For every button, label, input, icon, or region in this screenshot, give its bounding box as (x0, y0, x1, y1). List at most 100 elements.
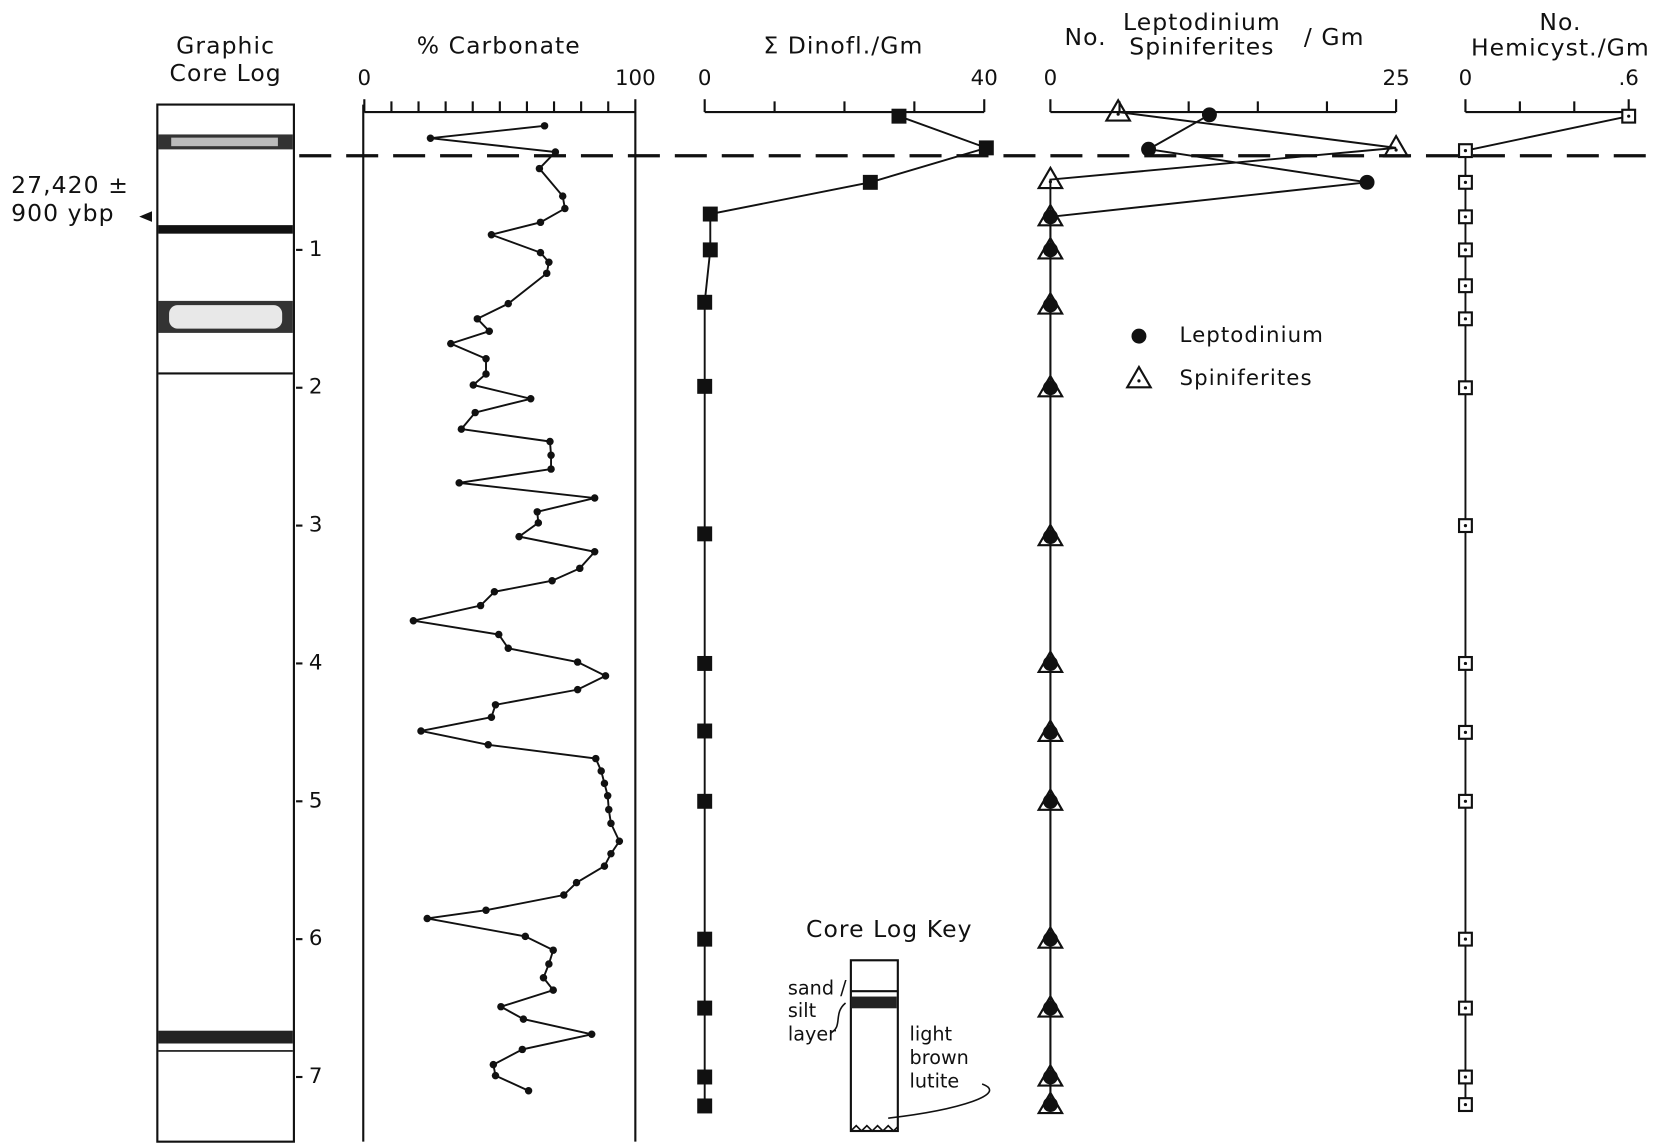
data-point (1459, 381, 1472, 394)
data-point (697, 295, 712, 310)
y-tick-label: 2 (309, 375, 323, 400)
marker-part (560, 891, 567, 898)
marker-part (1049, 1009, 1052, 1012)
key-title: Core Log Key (806, 915, 973, 943)
data-point (1127, 367, 1150, 387)
data-point (591, 548, 598, 555)
marker-part (1049, 537, 1052, 540)
marker-part (505, 300, 512, 307)
marker-part (607, 850, 614, 857)
marker-part (423, 915, 430, 922)
marker-part (458, 425, 465, 432)
data-point (1043, 529, 1058, 544)
data-point (541, 122, 548, 129)
marker-part (537, 219, 544, 226)
marker-part (591, 548, 598, 555)
marker-part (525, 1087, 532, 1094)
marker-part (1043, 725, 1058, 740)
key-label: sand / (788, 977, 847, 1000)
marker-part (534, 508, 541, 515)
marker-part (1464, 317, 1467, 320)
date-label: 900 ybp (11, 199, 114, 227)
data-point (576, 565, 583, 572)
data-point (1360, 175, 1375, 190)
data-line (1050, 112, 1396, 1105)
marker-part (1043, 1070, 1058, 1085)
data-point (574, 686, 581, 693)
marker-part (1049, 664, 1052, 667)
data-point (546, 438, 553, 445)
data-point (474, 315, 481, 322)
date-pointer (139, 211, 152, 222)
marker-part (545, 960, 552, 967)
marker-part (484, 741, 491, 748)
data-point (1043, 209, 1058, 224)
data-point (537, 219, 544, 226)
data-point (602, 672, 609, 679)
data-point (574, 658, 581, 665)
marker-part (1043, 242, 1058, 257)
data-point (492, 1072, 499, 1079)
data-point (549, 986, 556, 993)
data-point (1622, 110, 1635, 123)
data-point (423, 915, 430, 922)
marker-part (491, 588, 498, 595)
data-point (591, 494, 598, 501)
data-point (597, 767, 604, 774)
data-point (1459, 210, 1472, 223)
data-point (1459, 519, 1472, 532)
data-point (1043, 242, 1058, 257)
marker-part (1049, 802, 1052, 805)
data-point (488, 713, 495, 720)
data-point (560, 891, 567, 898)
data-point (1131, 329, 1146, 344)
data-point (491, 588, 498, 595)
marker-part (541, 122, 548, 129)
marker-part (1049, 1078, 1052, 1081)
panel-title: Spiniferites (1129, 33, 1274, 61)
data-point (488, 231, 495, 238)
marker-part (536, 165, 543, 172)
marker-part (1464, 149, 1467, 152)
y-tick-label: 4 (309, 650, 323, 675)
marker-part (1043, 298, 1058, 313)
marker-part (515, 533, 522, 540)
data-point (697, 932, 712, 947)
data-point (1141, 142, 1156, 157)
y-tick-label: 6 (309, 926, 323, 951)
marker-part (697, 1098, 712, 1113)
data-point (482, 906, 489, 913)
marker-part (1049, 388, 1052, 391)
data-point (534, 508, 541, 515)
data-point (697, 724, 712, 739)
data-point (1459, 726, 1472, 739)
marker-part (545, 259, 552, 266)
marker-part (1049, 180, 1052, 183)
page: 27,420 ± 900 ybp Graphic Core Log % Carb… (0, 0, 1674, 1147)
marker-part (497, 1003, 504, 1010)
marker-part (1043, 656, 1058, 671)
marker-part (1043, 1001, 1058, 1016)
marker-part (1464, 215, 1467, 218)
date-label: 27,420 ± (11, 171, 129, 199)
y-tick-label: 3 (309, 513, 323, 538)
data-point (1459, 176, 1472, 189)
x-tick-label: 25 (1383, 66, 1410, 91)
marker-part (573, 879, 580, 886)
marker-part (1360, 175, 1375, 190)
data-point (545, 259, 552, 266)
data-point (1459, 1098, 1472, 1111)
data-point (1459, 312, 1472, 325)
data-point (543, 270, 550, 277)
data-point (1043, 794, 1058, 809)
x-tick-label: 0 (1459, 66, 1473, 91)
data-point (535, 519, 542, 526)
marker-part (470, 381, 477, 388)
marker-part (1043, 380, 1058, 395)
legend-label: Spiniferites (1179, 366, 1312, 391)
marker-part (592, 755, 599, 762)
marker-part (601, 780, 608, 787)
data-point (1043, 380, 1058, 395)
data-point (697, 1098, 712, 1113)
data-point (547, 465, 554, 472)
